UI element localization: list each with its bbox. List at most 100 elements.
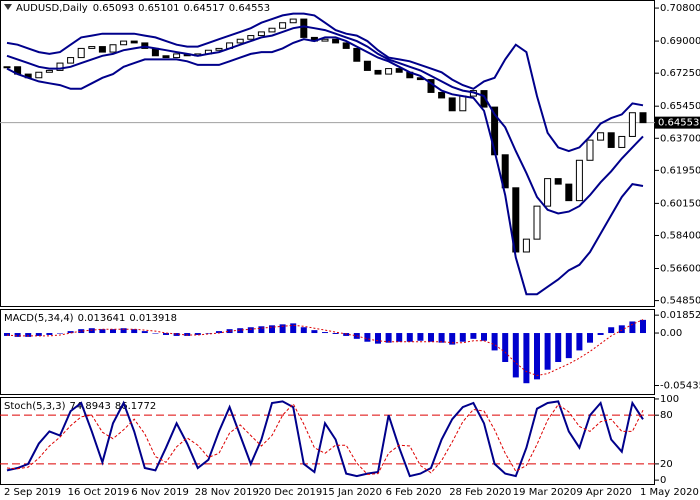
- candle: [501, 154, 509, 189]
- stoch-panel: [0, 397, 655, 485]
- macd-bar: [14, 333, 21, 337]
- candle: [363, 60, 371, 71]
- macd-bar: [237, 328, 244, 334]
- macd-bar: [184, 333, 191, 336]
- macd-bar: [141, 331, 148, 334]
- stoch-signal: [6, 402, 644, 475]
- y-tick-label: 0.56600: [660, 263, 700, 274]
- macd-bar: [258, 326, 265, 334]
- macd-header: MACD(5,34,4) 0.013641 0.013918: [4, 313, 177, 324]
- candle: [67, 57, 75, 64]
- macd-signal-value: 0.013918: [129, 313, 177, 324]
- candle: [35, 71, 43, 79]
- macd-bar: [629, 321, 636, 334]
- price-panel: [0, 0, 655, 307]
- symbol-icon: [4, 4, 12, 10]
- macd-value: 0.013641: [78, 313, 126, 324]
- candle: [109, 44, 117, 53]
- macd-bar: [481, 333, 487, 341]
- macd-bar: [226, 329, 233, 334]
- y-tick-label: 100: [660, 394, 679, 405]
- candle: [56, 62, 64, 71]
- macd-bar: [428, 333, 434, 342]
- y-tick-label: 0.65450: [660, 101, 700, 112]
- macd-bar: [88, 328, 95, 334]
- candle: [522, 238, 530, 253]
- x-tick-label: 15 Jan 2020: [322, 487, 382, 498]
- x-tick-label: 20 Dec 2019: [258, 487, 322, 498]
- candle: [45, 69, 53, 73]
- candle: [321, 38, 329, 42]
- macd-bar: [216, 331, 222, 334]
- close: 0.64553: [229, 3, 270, 14]
- x-tick-label: 28 Feb 2020: [449, 487, 511, 498]
- macd-bar: [205, 333, 212, 334]
- macd-bar: [470, 333, 477, 339]
- candle: [247, 35, 255, 40]
- macd-bar: [502, 333, 509, 362]
- y-tick-label: 20: [660, 459, 673, 470]
- macd-bar: [4, 333, 10, 336]
- macd-bar: [322, 332, 328, 334]
- macd-signal: [6, 319, 644, 377]
- macd-bar: [35, 333, 42, 336]
- candle: [289, 18, 297, 24]
- macd-bar: [396, 333, 403, 342]
- y-tick-label: 0.018525: [660, 310, 700, 321]
- macd-bar: [163, 333, 169, 335]
- candle: [257, 31, 265, 37]
- y-tick-label: 0.70800: [660, 3, 700, 14]
- candle: [438, 91, 446, 99]
- band-middle: [6, 25, 644, 215]
- candle: [268, 27, 276, 33]
- y-tick-label: -0.054356: [660, 380, 700, 391]
- macd-bar: [555, 333, 562, 362]
- stoch-main: [6, 400, 644, 478]
- candle: [533, 205, 541, 240]
- macd-bar: [99, 329, 106, 334]
- macd-bar: [152, 333, 159, 334]
- y-tick-label: 0.58400: [660, 230, 700, 241]
- macd-bar: [131, 329, 138, 334]
- candle: [385, 68, 393, 75]
- candle: [332, 38, 340, 44]
- x-tick-label: 6 Feb 2020: [386, 487, 442, 498]
- macd-bar: [279, 324, 286, 334]
- candle: [586, 139, 594, 161]
- candle: [575, 159, 583, 202]
- macd-bar: [597, 333, 604, 335]
- macd-bar: [120, 328, 127, 334]
- candle: [98, 46, 106, 53]
- y-tick-label: 0.00: [660, 328, 682, 339]
- macd-bar: [78, 329, 85, 334]
- macd-bar: [311, 330, 318, 334]
- current-price-label: 0.64553: [658, 118, 699, 129]
- candle: [565, 183, 573, 202]
- macd-bar: [608, 327, 615, 334]
- candle: [173, 53, 181, 59]
- macd-bar: [417, 333, 424, 341]
- candle: [459, 95, 467, 112]
- macd-bar: [110, 329, 116, 334]
- macd-bar: [523, 333, 530, 384]
- macd-title: MACD(5,34,4): [4, 313, 74, 324]
- x-tick-label: 1 May 2020: [640, 487, 699, 498]
- x-tick-label: 2 Sep 2019: [4, 487, 61, 498]
- macd-bar: [576, 333, 583, 351]
- macd-bar: [57, 333, 63, 334]
- current-price-box: [655, 116, 700, 129]
- candle: [236, 38, 244, 44]
- macd-bar: [375, 333, 381, 344]
- candle: [374, 69, 382, 75]
- candle: [162, 55, 170, 59]
- candle: [300, 18, 308, 38]
- candle: [607, 132, 615, 148]
- candle: [554, 178, 562, 185]
- macd-bar: [406, 333, 413, 342]
- y-tick-label: 0.69000: [660, 36, 700, 47]
- macd-bar: [173, 333, 180, 336]
- y-tick-label: 0.63700: [660, 133, 700, 144]
- x-tick-label: 6 Nov 2019: [131, 487, 189, 498]
- y-tick-label: 80: [660, 410, 673, 421]
- macd-bar: [46, 333, 53, 335]
